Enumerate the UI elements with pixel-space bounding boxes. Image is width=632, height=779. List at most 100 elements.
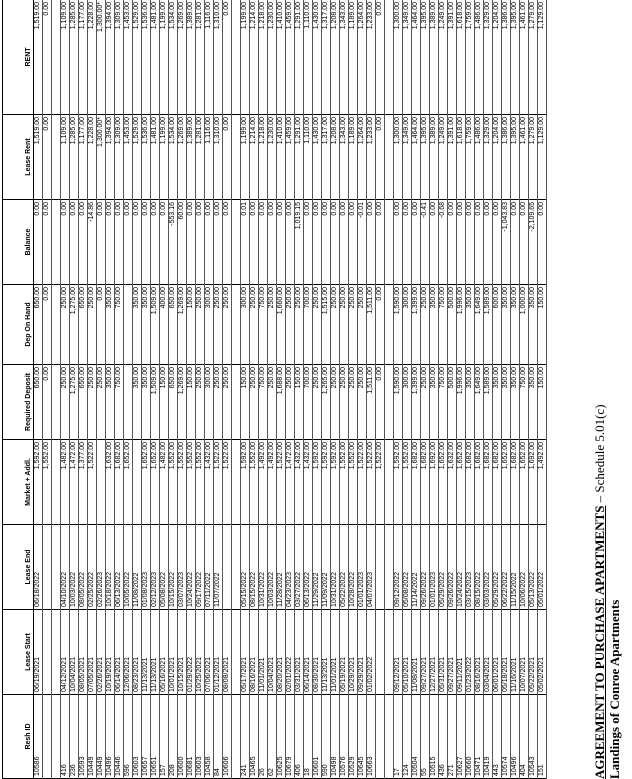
cell: 1,592.00 (393, 439, 403, 525)
cell: 1,482.00 (159, 439, 169, 525)
cell: 12/06/2021 (123, 609, 133, 695)
cell: 1,349.00 (402, 114, 412, 200)
cell: 10496 (105, 694, 115, 779)
cell: 1,632.00 (105, 439, 115, 525)
cell: 350.00 (105, 364, 115, 440)
cell: 1,492.00 (537, 439, 547, 525)
cell: -1,043.83 (501, 199, 511, 285)
cell: 09/27/2021 (447, 609, 457, 695)
cell: 250.00 (213, 284, 223, 365)
column-header: Balance (2, 199, 34, 285)
cell: 06/13/2022 (303, 524, 313, 610)
cell: 1,208.00 (330, 114, 340, 200)
cell: 10449 (87, 694, 97, 779)
cell: 1,300.00 (393, 0, 403, 115)
data-row: 55 09/27/2021 09/26/2022 1,682.00 250.00 250.… (420, 0, 430, 779)
cell: 1,410.00 (276, 114, 286, 200)
cell: 1,515.00 (321, 284, 331, 365)
cell: 0.00 (150, 199, 160, 285)
cell: 1,110.00 (303, 0, 313, 115)
column-header: RENT (2, 0, 34, 115)
cell: 150.00 (294, 364, 304, 440)
cell: 250.00 (330, 284, 340, 365)
cell: 11/07/2022 (213, 524, 223, 610)
cell: 10625 (276, 694, 286, 779)
cell: 01/02/2022 (366, 609, 376, 695)
cell: 443 (492, 694, 502, 779)
cell: 300.00 (204, 284, 214, 365)
cell: 1,682.00 (474, 439, 484, 525)
cell: 07/06/2021 (204, 609, 214, 695)
data-row: 236 10/04/2021 10/03/2022 1,472.00 1,275.00 1… (69, 0, 79, 779)
cell: 1,395.00 (510, 114, 520, 200)
cell: 11/28/2022 (276, 524, 286, 610)
cell: 0.00 (402, 199, 412, 285)
cell: 0.00 (42, 0, 52, 115)
spacer-row (231, 0, 241, 779)
cell: 1,395.00 (420, 114, 430, 200)
cell: 1,536.00 (141, 0, 151, 115)
cell: 650.00 (33, 364, 43, 440)
cell: 04/23/2023 (285, 524, 295, 610)
cell: 0.00 (123, 199, 133, 285)
cell: 1,552.00 (348, 439, 358, 525)
data-row: 10471 08/16/2021 08/15/2022 1,682.00 1,649.0… (474, 0, 484, 779)
cell: 1,472.00 (285, 439, 295, 525)
cell: 10663 (366, 694, 376, 779)
data-row: 26 11/01/2021 10/31/2022 1,492.00 750.00 750.… (258, 0, 268, 779)
cell: 07/05/2021 (87, 609, 97, 695)
cell: 236 (69, 694, 79, 779)
column-header: Lease End (2, 524, 34, 610)
cell: 09/17/2022 (195, 524, 205, 610)
cell: 05/10/2021 (402, 609, 412, 695)
cell: 1,660.00 (276, 284, 286, 365)
empty-cell (51, 0, 61, 115)
cell: 1,000.00 (519, 284, 529, 365)
cell: 05/17/2021 (240, 609, 250, 695)
cell: 10/03/2022 (267, 524, 277, 610)
cell: 0.00 (132, 199, 142, 285)
cell: 271 (447, 694, 457, 779)
cell: 11/13/2021 (141, 609, 151, 695)
cell: 1,199.00 (240, 114, 250, 200)
cell: 1,552.00 (168, 439, 178, 525)
cell: 18 (303, 694, 313, 779)
cell (42, 524, 52, 610)
cell: 350.00 (510, 364, 520, 440)
cell: 1,399.00 (411, 284, 421, 365)
cell: 10/06/2022 (519, 524, 529, 610)
cell: 03/03/2022 (483, 524, 493, 610)
cell: 1,317.00 (321, 114, 331, 200)
cell: 11/16/2021 (510, 609, 520, 695)
cell: 1,228.00 (87, 114, 97, 200)
cell: 01/12/2021 (213, 609, 223, 695)
cell: 1,389.00 (429, 0, 439, 115)
cell: 1,432.00 (303, 439, 313, 525)
rent-roll-table: Resh ID Lease Start Lease End Market + Addl… (2, 0, 547, 779)
cell: 1,204.00 (492, 114, 502, 200)
document-title: AGREEMENT TO PURCHASE APARTMENTS – Sched… (592, 404, 622, 779)
data-row: 10465 08/16/2021 08/15/2022 1,552.00 250.00 2… (249, 0, 259, 779)
data-row: 10496 10/19/2021 10/18/2022 1,632.00 350.00 3… (105, 0, 115, 779)
empty-cell (384, 609, 394, 695)
cell: 1,552.00 (186, 439, 196, 525)
cell: 1,389.00 (186, 0, 196, 115)
cell: 1,492.00 (258, 439, 268, 525)
cell: 700.00 (303, 284, 313, 365)
cell: 1,309.00 (114, 114, 124, 200)
cell: 1,486.00 (474, 0, 484, 115)
cell: 08/05/2021 (78, 609, 88, 695)
cell: 05/08/2022 (159, 524, 169, 610)
cell: 01/01/2023 (429, 524, 439, 610)
cell: 1,430.00 (312, 114, 322, 200)
cell: 0.00 (96, 284, 106, 365)
cell: 09/12/2021 (393, 609, 403, 695)
cell: 250.00 (339, 364, 349, 440)
cell: 1,230.00 (267, 114, 277, 200)
cell: 08/16/2021 (474, 609, 484, 695)
cell: 10/29/2021 (348, 609, 358, 695)
empty-cell (231, 609, 241, 695)
data-row: 10498 11/01/2021 10/31/2022 1,592.00 250.00 2… (330, 0, 340, 779)
cell: 1,481.00 (150, 0, 160, 115)
data-row: 436 05/31/2021 05/29/2022 1,652.00 750.00 750… (438, 0, 448, 779)
